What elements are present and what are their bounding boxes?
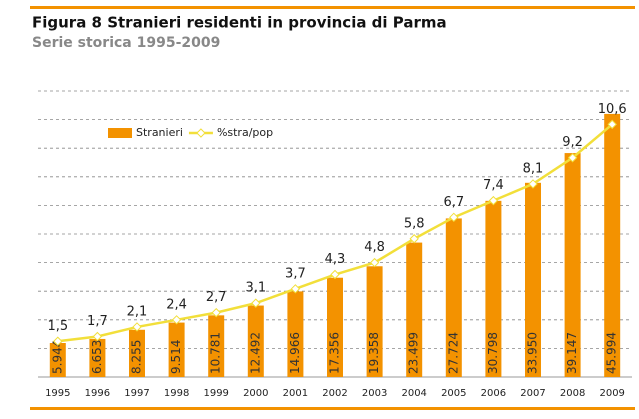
bar-value-label: 17.356 (328, 332, 342, 374)
line-value-label: 4,3 (325, 252, 346, 267)
x-tick-label: 1998 (164, 388, 189, 399)
line-marker (171, 315, 182, 325)
bar-value-label: 12.492 (248, 332, 262, 374)
line-value-label: 1,5 (47, 319, 68, 334)
legend-label: Stranieri (136, 126, 183, 139)
bar-value-label: 27.724 (446, 332, 460, 374)
x-tick-label: 2009 (599, 388, 624, 399)
line-value-label: 2,7 (206, 290, 227, 305)
x-tick-label: 2005 (441, 388, 466, 399)
line-marker (330, 269, 340, 280)
line-value-label: 2,4 (166, 297, 187, 312)
bar-value-label: 8.255 (130, 340, 144, 374)
line-marker (251, 298, 261, 308)
bar-value-label: 14.966 (288, 332, 302, 374)
bar (327, 277, 343, 377)
legend-swatch (108, 128, 132, 138)
bar-value-label: 30.798 (486, 332, 500, 374)
line-value-label: 4,8 (364, 240, 385, 255)
x-tick-label: 2003 (362, 388, 387, 399)
line-value-label: 2,1 (127, 304, 148, 319)
line-value-label: 1,7 (87, 314, 108, 329)
line-marker (528, 179, 538, 189)
bar (525, 182, 541, 377)
bar-value-label: 6.653 (90, 340, 104, 374)
x-tick-label: 2004 (401, 388, 426, 399)
chart-title: Figura 8 Stranieri residenti in provinci… (32, 14, 447, 32)
line-marker (92, 331, 103, 342)
x-tick-label: 2008 (560, 388, 585, 399)
line-marker (488, 195, 499, 206)
top-rule (30, 6, 635, 9)
bar (168, 322, 185, 377)
line-marker (567, 153, 578, 163)
line-marker (369, 257, 380, 268)
legend-marker (196, 128, 206, 138)
x-tick-label: 2007 (520, 388, 545, 399)
bar (604, 113, 621, 378)
x-tick-label: 2006 (481, 388, 506, 399)
line-value-label: 6,7 (443, 195, 464, 210)
line-value-label: 7,4 (483, 178, 504, 193)
bar (287, 291, 304, 377)
bar (49, 343, 66, 377)
bar (445, 218, 462, 377)
line-value-label: 10,6 (598, 102, 627, 117)
bottom-rule (30, 407, 635, 410)
bar (366, 266, 383, 377)
x-tick-label: 2000 (243, 388, 268, 399)
bar-value-label: 33.950 (526, 332, 540, 374)
bar-value-label: 9.514 (169, 340, 183, 374)
line-marker (607, 119, 617, 130)
line-value-label: 3,1 (245, 281, 266, 296)
legend-label: %stra/pop (217, 126, 273, 139)
bar (247, 305, 264, 377)
bar-value-label: 23.499 (407, 332, 421, 374)
line-marker (53, 336, 63, 346)
x-tick-label: 1996 (85, 388, 110, 399)
x-tick-label: 2002 (322, 388, 347, 399)
line-marker (449, 212, 459, 223)
bar-value-label: 45.994 (605, 332, 619, 374)
x-tick-label: 1997 (124, 388, 149, 399)
bar (406, 242, 423, 377)
x-tick-label: 1999 (203, 388, 228, 399)
line-value-label: 5,8 (404, 216, 425, 231)
bar-value-label: 39.147 (565, 332, 579, 374)
line-marker (290, 284, 301, 294)
line-value-label: 8,1 (523, 161, 544, 176)
bar-value-label: 5.944 (50, 340, 64, 374)
line-marker (211, 307, 221, 318)
line-value-label: 9,2 (562, 135, 583, 150)
x-tick-label: 1995 (45, 388, 70, 399)
bar (564, 153, 581, 377)
bar (208, 315, 225, 377)
line-marker (132, 322, 142, 332)
line-marker (409, 234, 419, 244)
bar-value-label: 10.781 (209, 332, 223, 374)
chart-subtitle: Serie storica 1995-2009 (32, 35, 220, 51)
bar-value-label: 19.358 (367, 332, 381, 374)
bar (485, 200, 502, 377)
x-tick-label: 2001 (283, 388, 308, 399)
line-value-label: 3,7 (285, 266, 306, 281)
bar (89, 338, 106, 377)
bar (129, 329, 145, 377)
